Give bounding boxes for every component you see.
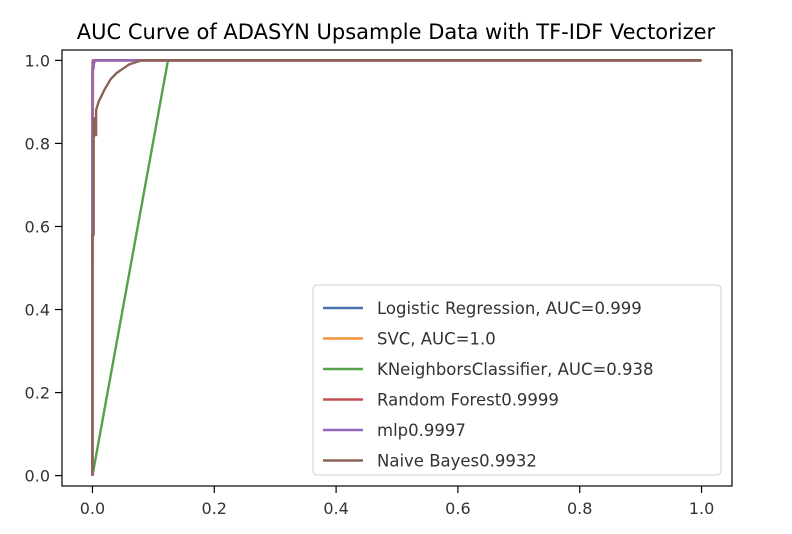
x-tick-label: 0.2 [202, 499, 227, 518]
plot-frame [61, 49, 733, 487]
y-tick-label: 0.8 [25, 134, 50, 153]
x-tick-label: 0.4 [323, 499, 348, 518]
legend-label-4: Random Forest0.9999 [377, 391, 559, 410]
x-tick-label: 0.8 [567, 499, 592, 518]
x-tick-label: 0.6 [445, 499, 470, 518]
legend-label-3: KNeighborsClassifier, AUC=0.938 [377, 360, 654, 379]
y-tick-label: 0.4 [25, 301, 50, 320]
y-tick-label: 1.0 [25, 51, 50, 70]
legend-label-5: mlp0.9997 [377, 421, 466, 440]
series-layer [91, 59, 702, 476]
x-tick-label: 0.0 [80, 499, 105, 518]
legend-label-2: SVC, AUC=1.0 [377, 330, 496, 349]
legend-box [312, 284, 722, 476]
legend-label-6: Naive Bayes0.9932 [377, 452, 537, 471]
x-tick-label: 1.0 [689, 499, 714, 518]
x-axis-ticks: 0.0 0.2 0.4 0.6 0.8 1.0 [80, 486, 714, 518]
y-tick-label: 0.0 [25, 467, 50, 486]
legend: Logistic Regression, AUC=0.999 SVC, AUC=1… [312, 284, 722, 476]
chart-title: AUC Curve of ADASYN Upsample Data with T… [77, 20, 716, 44]
legend-label-1: Logistic Regression, AUC=0.999 [377, 299, 642, 318]
y-tick-label: 0.6 [25, 217, 50, 236]
series-line-6 [91, 59, 702, 476]
y-tick-label: 0.2 [25, 384, 50, 403]
y-axis-ticks: 0.0 0.2 0.4 0.6 0.8 1.0 [25, 51, 62, 486]
